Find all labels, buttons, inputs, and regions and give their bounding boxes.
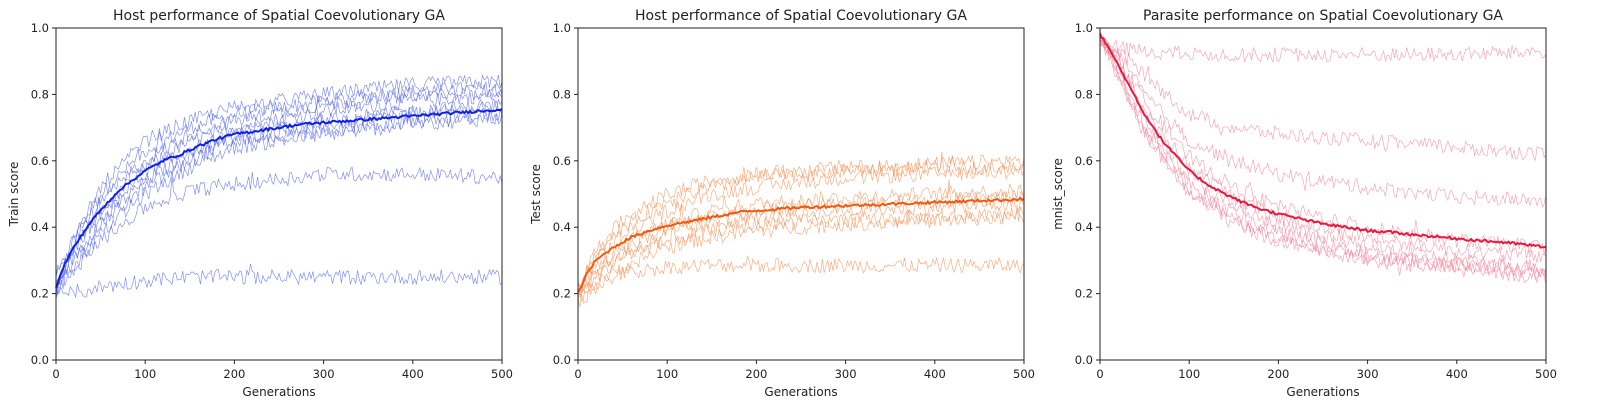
- mean-line: [55, 108, 503, 289]
- x-tick-label: 0: [1096, 367, 1103, 381]
- run-line-8: [1099, 30, 1547, 162]
- y-tick-label: 0.2: [553, 287, 571, 301]
- plot-frame: [1099, 27, 1547, 361]
- plot-frame: [55, 27, 503, 361]
- y-tick-label: 0.6: [553, 154, 571, 168]
- y-tick-label: 0.8: [31, 87, 49, 101]
- y-tick-label: 0.0: [553, 353, 571, 367]
- chart-panel-2: 0 100 200 300 400 500 0.0 0.2 0.4 0.6 0.8 1.0 Host p…: [529, 8, 1035, 399]
- y-tick-label: 0.4: [1075, 220, 1093, 234]
- run-line-4: [577, 195, 1025, 294]
- y-tick-label: 1.0: [553, 21, 571, 35]
- run-line-5: [55, 74, 503, 285]
- y-tick-label: 0.4: [31, 220, 49, 234]
- y-tick-label: 0.4: [553, 220, 571, 234]
- x-axis-label: Generations: [764, 385, 837, 399]
- x-tick-label: 100: [134, 367, 156, 381]
- y-tick-label: 0.0: [1075, 353, 1093, 367]
- run-line-9: [55, 166, 503, 293]
- chart-title: Parasite performance on Spatial Coevolut…: [1143, 8, 1503, 24]
- run-line-7: [577, 179, 1025, 297]
- plot-frame: [577, 27, 1025, 361]
- x-tick-label: 100: [1178, 367, 1200, 381]
- x-tick-label: 300: [313, 367, 335, 381]
- chart-panel-1: 0 100 200 300 400 500 0.0 0.2 0.4 0.6 0.8 1.0 Host p…: [7, 8, 513, 399]
- y-tick-label: 0.8: [553, 87, 571, 101]
- x-tick-label: 0: [52, 367, 59, 381]
- chart-title: Host performance of Spatial Coevolutiona…: [113, 8, 445, 24]
- y-tick-label: 0.0: [31, 353, 49, 367]
- run-line-4: [1099, 29, 1547, 284]
- y-tick-label: 1.0: [1075, 21, 1093, 35]
- x-tick-label: 500: [491, 367, 513, 381]
- x-tick-label: 400: [402, 367, 424, 381]
- x-axis-label: Generations: [242, 385, 315, 399]
- x-tick-label: 400: [1446, 367, 1468, 381]
- x-tick-label: 300: [835, 367, 857, 381]
- y-tick-label: 0.2: [1075, 287, 1093, 301]
- y-tick-label: 0.8: [1075, 87, 1093, 101]
- run-line-8: [577, 209, 1025, 308]
- x-tick-label: 100: [656, 367, 678, 381]
- run-line-7: [1099, 40, 1547, 208]
- run-line-10: [55, 263, 503, 298]
- y-axis-label: Train score: [7, 162, 21, 228]
- x-tick-label: 500: [1535, 367, 1557, 381]
- x-tick-label: 200: [745, 367, 767, 381]
- x-axis-label: Generations: [1286, 385, 1359, 399]
- mean-line: [577, 196, 1025, 294]
- run-line-7: [55, 104, 503, 298]
- run-line-5: [577, 206, 1025, 302]
- run-line-4: [55, 111, 503, 299]
- y-tick-label: 0.2: [31, 287, 49, 301]
- run-line-6: [577, 151, 1025, 288]
- run-line-2: [577, 164, 1025, 296]
- run-line-1: [55, 81, 503, 279]
- x-tick-label: 500: [1013, 367, 1035, 381]
- y-tick-label: 0.6: [31, 154, 49, 168]
- mean-line: [1099, 33, 1547, 249]
- x-tick-label: 200: [1267, 367, 1289, 381]
- x-tick-label: 300: [1357, 367, 1379, 381]
- run-line-5: [1099, 40, 1547, 255]
- run-line-8: [55, 83, 503, 293]
- chart-panel-3: 0 100 200 300 400 500 0.0 0.2 0.4 0.6 0.8 1.0 Parasi…: [1051, 8, 1557, 399]
- x-tick-label: 0: [574, 367, 581, 381]
- run-line-9: [1099, 37, 1547, 63]
- run-line-1: [1099, 33, 1547, 273]
- x-tick-label: 200: [223, 367, 245, 381]
- x-tick-label: 400: [924, 367, 946, 381]
- run-line-3: [1099, 43, 1547, 264]
- run-line-6: [1099, 29, 1547, 277]
- chart-title: Host performance of Spatial Coevolutiona…: [635, 8, 967, 24]
- y-tick-label: 0.6: [1075, 154, 1093, 168]
- run-line-9: [577, 254, 1025, 296]
- y-tick-label: 1.0: [31, 21, 49, 35]
- y-axis-label: Test score: [529, 164, 543, 225]
- y-axis-label: mnist_score: [1051, 158, 1065, 230]
- run-line-3: [55, 100, 503, 285]
- run-line-1: [577, 154, 1025, 290]
